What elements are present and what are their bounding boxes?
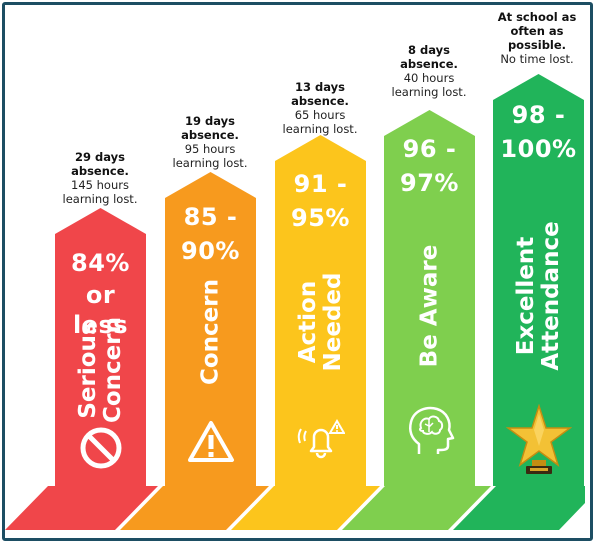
percent-line1: 96 - [402, 135, 457, 163]
info-line1: 65 hours [294, 108, 346, 122]
percent-line1: 98 - [511, 101, 566, 129]
info-bold-line1: 8 days [408, 43, 450, 57]
gold-star-trophy-icon [505, 403, 572, 482]
level-label-line2: Concern [99, 316, 126, 424]
ribbon-red [5, 486, 158, 530]
alarm-bell-icon [297, 417, 346, 469]
percent-line1: 84% [71, 249, 130, 277]
no-entry-icon [79, 426, 123, 474]
info-line1: 145 hours [71, 178, 129, 192]
info-bold-line2: often as [510, 24, 564, 38]
level-label-line1: Action [294, 280, 321, 364]
info-bold-line1: At school as [497, 10, 577, 24]
brain-head-icon [405, 404, 455, 460]
level-label-line1: Serious [74, 321, 101, 419]
level-label: Concern [197, 278, 223, 386]
level-label: Serious Concern [74, 316, 126, 424]
info-line2: learning lost. [282, 122, 358, 136]
info-line2: learning lost. [391, 85, 467, 99]
column-concern: 85 - 90% Concern [165, 172, 256, 486]
level-label-line1: Excellent [512, 236, 539, 356]
level-label-line1: Be Aware [416, 244, 442, 368]
warning-icon [187, 420, 235, 468]
level-label-line2: Attendance [537, 221, 564, 371]
level-label-line1: Concern [197, 278, 223, 386]
ribbon-yellow [231, 486, 380, 530]
info-be-aware: 8 days absence. 40 hours learning lost. [379, 43, 479, 99]
info-bold-line1: 13 days [295, 80, 345, 94]
level-label: Be Aware [416, 244, 442, 368]
info-line2: learning lost. [172, 156, 248, 170]
info-line1: 40 hours [403, 71, 455, 85]
info-bold-line1: 19 days [185, 114, 235, 128]
percent-line2: 100% [500, 135, 577, 163]
info-bold-line2: absence. [71, 164, 129, 178]
info-excellent-attendance: At school as often as possible. No time … [487, 10, 587, 66]
info-bold-line2: absence. [291, 94, 349, 108]
percent-line2: or less [72, 281, 129, 339]
percent-line2: 95% [291, 204, 350, 232]
ribbon-orange [120, 486, 269, 530]
info-line1: No time lost. [500, 52, 574, 66]
column-serious-concern: 84% or less Serious Concern [55, 208, 146, 486]
info-line1: 95 hours [184, 142, 236, 156]
column-excellent-attendance: 98 - 100% Excellent Attendance [493, 74, 584, 486]
info-concern: 19 days absence. 95 hours learning lost. [160, 114, 260, 170]
percent-line2: 97% [400, 169, 459, 197]
percent-line1: 91 - [293, 170, 348, 198]
ribbon-green [453, 486, 585, 530]
column-action-needed: 91 - 95% Action Needed [275, 135, 366, 486]
column-be-aware: 96 - 97% Be Aware [384, 110, 475, 486]
level-label-line2: Needed [319, 272, 346, 372]
info-bold-line2: absence. [181, 128, 239, 142]
info-bold-line3: possible. [507, 38, 567, 52]
info-serious-concern: 29 days absence. 145 hours learning lost… [50, 150, 150, 206]
info-line2: learning lost. [62, 192, 138, 206]
level-label: Action Needed [294, 272, 346, 372]
info-bold-line2: absence. [400, 57, 458, 71]
percent-line1: 85 - [183, 203, 238, 231]
ribbon-lightgreen [342, 486, 491, 530]
info-action-needed: 13 days absence. 65 hours learning lost. [270, 80, 370, 136]
percent-line2: 90% [181, 237, 240, 265]
level-label: Excellent Attendance [512, 221, 564, 371]
info-bold-line1: 29 days [75, 150, 125, 164]
